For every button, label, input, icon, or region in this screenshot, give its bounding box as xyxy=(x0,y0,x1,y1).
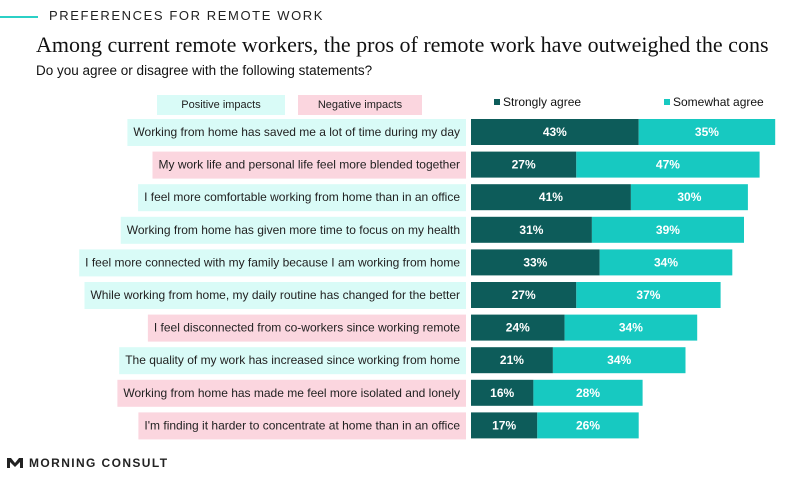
brand-footer: MORNING CONSULT xyxy=(6,456,168,470)
bar-somewhat-agree xyxy=(576,151,760,178)
category-label-background xyxy=(138,412,466,440)
value-label-strongly-agree: 31% xyxy=(519,223,543,237)
header-accent-line xyxy=(0,16,38,18)
category-label-background xyxy=(119,347,466,375)
bar-somewhat-agree xyxy=(630,184,748,211)
chart-subtitle: Do you agree or disagree with the follow… xyxy=(36,63,373,78)
value-label-strongly-agree: 41% xyxy=(539,190,563,204)
legend-swatch-somewhat-agree xyxy=(664,99,670,105)
legend-positive-impacts: Positive impacts xyxy=(157,95,285,115)
category-label-background xyxy=(152,151,466,179)
bar-strongly-agree xyxy=(471,314,565,341)
bar-somewhat-agree xyxy=(537,412,639,439)
category-label: I'm finding it harder to concentrate at … xyxy=(144,418,460,432)
value-label-strongly-agree: 24% xyxy=(506,321,530,335)
bar-strongly-agree xyxy=(471,379,534,406)
category-label-background xyxy=(79,249,466,277)
value-label-somewhat-agree: 39% xyxy=(656,223,680,237)
bar-somewhat-agree xyxy=(533,379,643,406)
value-label-strongly-agree: 43% xyxy=(543,125,567,139)
category-label: The quality of my work has increased sin… xyxy=(125,353,460,367)
category-label: I feel more connected with my family bec… xyxy=(85,255,460,269)
bar-somewhat-agree xyxy=(576,282,721,308)
bar-strongly-agree xyxy=(471,412,538,439)
category-label: I feel more comfortable working from hom… xyxy=(144,190,460,204)
category-label-background xyxy=(120,216,466,244)
value-label-strongly-agree: 27% xyxy=(512,288,536,302)
bar-somewhat-agree xyxy=(638,119,776,145)
category-label-background xyxy=(147,314,466,342)
bar-strongly-agree xyxy=(471,347,553,374)
value-label-somewhat-agree: 30% xyxy=(677,190,701,204)
category-label-background xyxy=(84,282,466,309)
bar-strongly-agree xyxy=(471,119,639,145)
value-label-strongly-agree: 33% xyxy=(523,255,547,269)
value-label-somewhat-agree: 26% xyxy=(576,418,600,432)
category-label-background xyxy=(138,184,466,212)
category-label: Working from home has saved me a lot of … xyxy=(133,125,460,139)
morning-consult-logo-icon xyxy=(7,458,23,468)
bar-somewhat-agree xyxy=(599,249,733,276)
value-label-somewhat-agree: 35% xyxy=(695,125,719,139)
bar-strongly-agree xyxy=(471,249,600,276)
category-label: I feel disconnected from co-workers sinc… xyxy=(154,321,460,335)
bar-somewhat-agree xyxy=(591,216,744,243)
brand-name: MORNING CONSULT xyxy=(29,456,169,470)
value-label-strongly-agree: 16% xyxy=(490,386,514,400)
category-label: Working from home has made me feel more … xyxy=(123,386,460,400)
value-label-strongly-agree: 21% xyxy=(500,353,524,367)
value-label-somewhat-agree: 47% xyxy=(656,158,680,172)
value-label-somewhat-agree: 34% xyxy=(619,321,643,335)
value-label-somewhat-agree: 34% xyxy=(607,353,631,367)
value-label-somewhat-agree: 37% xyxy=(636,288,660,302)
category-label-background xyxy=(117,379,466,407)
chart-title: Among current remote workers, the pros o… xyxy=(36,32,769,57)
value-label-somewhat-agree: 28% xyxy=(576,386,600,400)
legend-label-strongly-agree: Strongly agree xyxy=(503,95,582,109)
legend-negative-impacts: Negative impacts xyxy=(298,95,422,115)
bar-strongly-agree xyxy=(471,282,577,308)
kicker-text: PREFERENCES FOR REMOTE WORK xyxy=(49,8,325,23)
value-label-strongly-agree: 27% xyxy=(512,158,536,172)
legend-somewhat-agree: Somewhat agree xyxy=(664,95,764,109)
legend-label-somewhat-agree: Somewhat agree xyxy=(673,95,764,109)
legend-swatch-strongly-agree xyxy=(494,99,500,105)
category-label: My work life and personal life feel more… xyxy=(159,158,461,172)
bar-strongly-agree xyxy=(471,216,592,243)
value-label-strongly-agree: 17% xyxy=(492,418,516,432)
legend-strongly-agree: Strongly agree xyxy=(494,95,581,109)
bar-strongly-agree xyxy=(471,184,631,211)
bar-somewhat-agree xyxy=(552,347,686,374)
category-label: While working from home, my daily routin… xyxy=(90,288,460,302)
bar-somewhat-agree xyxy=(564,314,698,341)
category-label: Working from home has given more time to… xyxy=(127,223,460,237)
category-label-background xyxy=(127,119,466,146)
value-label-somewhat-agree: 34% xyxy=(654,255,678,269)
bar-strongly-agree xyxy=(471,151,577,178)
